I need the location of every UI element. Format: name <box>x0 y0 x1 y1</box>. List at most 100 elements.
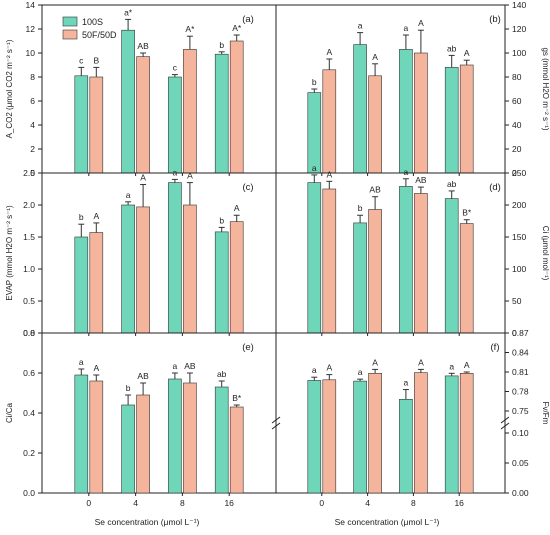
bar-f-100S <box>444 375 459 494</box>
significance-label-d: AB <box>369 185 381 195</box>
y-tick-label-c: 0.5 <box>23 296 35 306</box>
significance-label-a: b <box>219 40 224 50</box>
bar-e-50F50D <box>89 380 104 494</box>
y-tick-label-c: 1.0 <box>23 264 35 274</box>
bar-f-100S <box>353 380 367 494</box>
y-tick-label-f: 0.84 <box>512 348 529 358</box>
bar-a-50F50D <box>229 40 244 174</box>
bar-d-50F50D <box>368 209 382 334</box>
bar-e-50F50D <box>136 394 150 494</box>
y-tick-label-e: 0.2 <box>23 448 35 458</box>
significance-label-c: a <box>173 167 178 177</box>
y-axis-title-f: Fv/Fm <box>541 402 550 425</box>
bar-d-50F50D <box>459 223 474 334</box>
bar-b-100S <box>307 92 322 174</box>
bar-a-50F50D <box>183 49 197 174</box>
significance-label-e: ab <box>217 369 227 379</box>
bar-b-50F50D <box>368 75 382 174</box>
x-tick-label-f: 4 <box>365 498 370 508</box>
significance-label-f: a <box>404 378 409 388</box>
significance-label-e: AB <box>184 361 196 371</box>
y-tick-label-c: 0.0 <box>23 328 35 338</box>
bar-a-100S <box>121 29 135 174</box>
y-tick-label-e: 0.6 <box>23 368 35 378</box>
bar-b-50F50D <box>459 64 474 174</box>
x-tick-label-f: 16 <box>454 498 464 508</box>
y-tick-label-c: 1.5 <box>23 232 35 242</box>
y-tick-label-d: 100 <box>512 264 526 274</box>
y-tick-label-d: 200 <box>512 200 526 210</box>
significance-label-b: A <box>372 52 378 62</box>
significance-label-f: A <box>464 360 470 370</box>
y-axis-title-d: Ci (μmol mol⁻¹) <box>541 226 550 281</box>
bar-c-100S <box>74 236 89 334</box>
y-tick-label-a: 10 <box>26 48 36 58</box>
significance-label-a: a* <box>124 7 133 17</box>
significance-label-f: A <box>418 357 424 367</box>
y-tick-label-a: 14 <box>26 0 36 10</box>
y-tick-label-b: 40 <box>512 120 522 130</box>
significance-label-a: B <box>93 55 99 65</box>
y-axis-title-b: gs (mmol H2O m⁻² s⁻¹) <box>541 47 550 130</box>
significance-label-f: a <box>358 367 363 377</box>
significance-label-d: ab <box>447 179 457 189</box>
y-tick-label-d: 0 <box>512 328 517 338</box>
significance-label-f: a <box>449 361 454 371</box>
significance-label-b: A <box>326 47 332 57</box>
bar-c-50F50D <box>183 204 197 334</box>
significance-label-b: a <box>404 23 409 33</box>
significance-label-d: a <box>404 167 409 177</box>
significance-label-d: A <box>326 169 332 179</box>
bar-e-100S <box>121 404 135 494</box>
significance-label-c: A <box>93 211 99 221</box>
significance-label-a: c <box>79 55 84 65</box>
bar-a-50F50D <box>136 56 150 174</box>
y-tick-label-b: 140 <box>512 0 526 10</box>
legend-label-50F50D: 50F/50D <box>82 30 117 40</box>
y-tick-label-e: 0.4 <box>23 408 35 418</box>
significance-label-e: B* <box>232 393 242 403</box>
x-tick-label-e: 16 <box>224 498 234 508</box>
y-tick-label-e: 0.8 <box>23 328 35 338</box>
bar-c-50F50D <box>229 221 244 334</box>
y-tick-label-d: 150 <box>512 232 526 242</box>
y-tick-label-d: 250 <box>512 168 526 178</box>
bar-d-100S <box>353 222 367 334</box>
bar-d-50F50D <box>414 193 428 334</box>
x-tick-label-e: 0 <box>86 498 91 508</box>
x-tick-label-e: 4 <box>133 498 138 508</box>
y-tick-label-f: 0.75 <box>512 406 529 416</box>
y-tick-label-d: 50 <box>512 296 522 306</box>
significance-label-c: b <box>79 212 84 222</box>
bar-d-100S <box>399 186 413 334</box>
panel-label-a: (a) <box>242 14 254 25</box>
panel-label-f: (f) <box>491 342 500 353</box>
y-tick-label-a: 6 <box>30 96 35 106</box>
significance-label-e: A <box>93 363 99 373</box>
significance-label-b: ab <box>447 43 457 53</box>
axis-break-mark-f <box>500 416 510 424</box>
bar-e-50F50D <box>183 382 197 494</box>
bar-b-100S <box>399 49 413 174</box>
panel-b: 0 20 40 60 80 100 120 140 b a a ab A A A A (b) gs (mmol H… <box>275 0 550 178</box>
y-tick-label-a: 12 <box>26 24 36 34</box>
legend-swatch-100S <box>62 16 78 27</box>
bar-a-100S <box>168 76 182 174</box>
y-axis-title-c: EVAP (mmol H2O m⁻² s⁻¹) <box>5 205 14 301</box>
bar-d-100S <box>307 182 322 334</box>
significance-label-c: b <box>219 215 224 225</box>
significance-label-f: A <box>372 357 378 367</box>
bar-a-100S <box>214 53 229 174</box>
y-tick-label-b: 100 <box>512 48 526 58</box>
y-tick-label-a: 0 <box>30 168 35 178</box>
y-tick-label-a: 2 <box>30 144 35 154</box>
significance-label-f: A <box>326 363 332 373</box>
x-axis-title-right: Se concentration (μmol L⁻¹) <box>335 517 440 527</box>
significance-label-f: a <box>312 365 317 375</box>
axis-break-mark-f <box>271 416 281 424</box>
bar-c-100S <box>214 231 229 334</box>
